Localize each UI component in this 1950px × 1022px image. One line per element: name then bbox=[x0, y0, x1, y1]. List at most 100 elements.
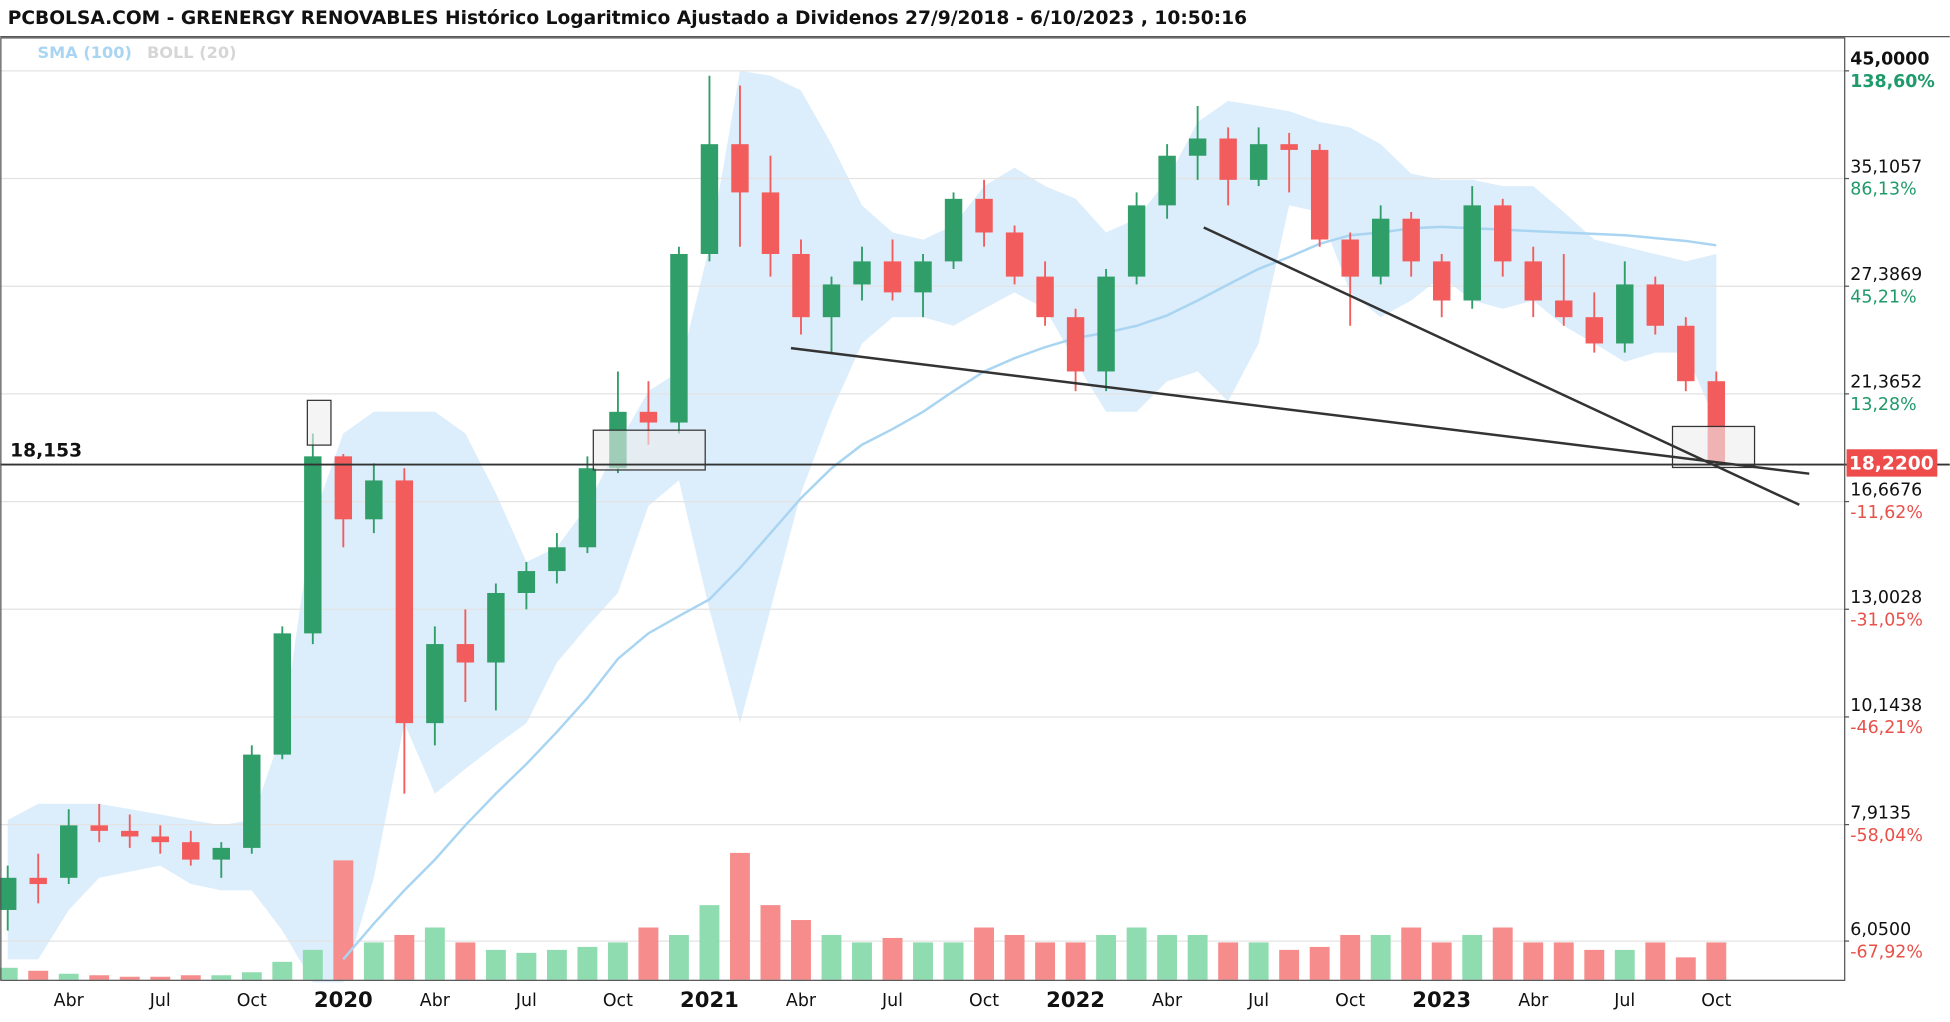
x-tick-label: Oct bbox=[1701, 991, 1731, 1011]
candle-body bbox=[182, 842, 200, 860]
x-tick-label: Oct bbox=[1335, 991, 1365, 1011]
volume-bar bbox=[455, 942, 476, 980]
candle-body bbox=[1494, 205, 1512, 262]
volume-bar bbox=[730, 852, 750, 980]
volume-bar bbox=[1279, 949, 1300, 980]
x-tick-label: Jul bbox=[1247, 991, 1269, 1011]
volume-bar bbox=[485, 949, 506, 980]
candle-body bbox=[60, 825, 78, 878]
y-tick-label: 45,0000 bbox=[1850, 50, 1929, 70]
x-tick-label: Oct bbox=[237, 991, 267, 1011]
candle-body bbox=[1677, 325, 1695, 382]
candle-body bbox=[29, 877, 47, 885]
candle-body bbox=[0, 877, 17, 910]
volume-bar bbox=[0, 967, 18, 980]
volume-bar bbox=[119, 976, 140, 980]
x-tick-label: 2022 bbox=[1046, 987, 1105, 1012]
legend-sma: SMA (100) bbox=[38, 43, 132, 62]
volume-bar bbox=[913, 942, 933, 980]
y-tick-change: 138,60% bbox=[1850, 72, 1935, 92]
x-tick-label: Jul bbox=[149, 991, 171, 1011]
volume-bar bbox=[1096, 934, 1117, 980]
candle-body bbox=[151, 836, 169, 843]
volume-bar bbox=[363, 942, 384, 980]
volume-bar bbox=[1340, 934, 1361, 980]
volume-bar bbox=[211, 975, 232, 980]
volume-bar bbox=[1126, 927, 1147, 980]
volume-bar bbox=[577, 946, 598, 980]
x-tick-label: Abr bbox=[54, 991, 85, 1011]
volume-bar bbox=[546, 949, 567, 980]
y-tick-label: 21,3652 bbox=[1850, 373, 1922, 393]
candle-body bbox=[1524, 261, 1542, 301]
annotation-box bbox=[306, 399, 332, 446]
x-tick-label: Oct bbox=[603, 991, 633, 1011]
y-tick-change: -67,92% bbox=[1850, 942, 1923, 962]
legend-boll: BOLL (20) bbox=[147, 43, 237, 62]
chart-title: PCBOLSA.COM - GRENERGY RENOVABLES Histór… bbox=[8, 8, 1247, 29]
candle-body bbox=[304, 456, 322, 634]
sma-line bbox=[342, 225, 1717, 961]
reference-label: 18,153 bbox=[10, 440, 82, 461]
volume-bar bbox=[1645, 942, 1666, 980]
candle-body bbox=[1066, 317, 1085, 372]
candle-body bbox=[822, 284, 841, 318]
candle-body bbox=[1585, 317, 1603, 344]
candle-body bbox=[1341, 239, 1359, 277]
volume-bar bbox=[1248, 942, 1269, 980]
candle-body bbox=[456, 644, 475, 663]
volume-bar bbox=[821, 934, 842, 980]
volume-bar bbox=[1187, 934, 1208, 980]
volume-bar bbox=[1401, 927, 1422, 980]
candle-body bbox=[914, 261, 932, 293]
x-tick-label: Abr bbox=[1152, 991, 1183, 1011]
candle-body bbox=[731, 144, 749, 193]
volume-bar bbox=[1706, 942, 1727, 980]
candle-body bbox=[1127, 205, 1146, 277]
candle-layer bbox=[0, 75, 1726, 931]
x-tick-label: 2021 bbox=[680, 987, 739, 1012]
volume-bar bbox=[150, 976, 171, 980]
candle-body bbox=[700, 144, 719, 254]
volume-bar bbox=[394, 934, 415, 980]
x-tick-label: Abr bbox=[1518, 991, 1549, 1011]
y-tick-change: -46,21% bbox=[1850, 718, 1923, 738]
volume-bar bbox=[943, 942, 964, 980]
last-price-label: 18,2200 bbox=[1849, 454, 1934, 475]
volume-bar bbox=[1553, 942, 1574, 980]
candle-body bbox=[121, 830, 139, 837]
volume-bar bbox=[516, 952, 537, 980]
volume-bar bbox=[1584, 949, 1605, 980]
candle-body bbox=[1036, 276, 1054, 318]
candle-body bbox=[487, 592, 505, 663]
volume-bar bbox=[333, 860, 354, 980]
candle-body bbox=[944, 198, 963, 262]
x-tick-label: Abr bbox=[786, 991, 817, 1011]
x-tick-label: Jul bbox=[881, 991, 903, 1011]
candle-body bbox=[761, 192, 780, 254]
trend-line bbox=[1203, 226, 1800, 506]
candle-body bbox=[273, 633, 292, 755]
candle-body bbox=[975, 198, 993, 233]
x-tick-label: Jul bbox=[1613, 991, 1635, 1011]
volume-bar bbox=[852, 942, 872, 980]
volume-bar bbox=[302, 949, 323, 980]
candle-body bbox=[90, 825, 108, 831]
x-tick-label: Oct bbox=[969, 991, 999, 1011]
candle-body bbox=[1249, 144, 1268, 180]
candle-body bbox=[395, 480, 414, 724]
candle-body bbox=[365, 480, 383, 520]
y-tick-change: -11,62% bbox=[1850, 503, 1923, 523]
volume-bar bbox=[1035, 942, 1056, 980]
y-tick-change: -31,05% bbox=[1850, 610, 1923, 630]
x-tick-label: Abr bbox=[420, 991, 451, 1011]
volume-bar bbox=[974, 927, 994, 980]
candle-body bbox=[1280, 144, 1298, 150]
y-tick-change: 45,21% bbox=[1850, 287, 1916, 307]
candle-body bbox=[1463, 205, 1481, 301]
x-tick-label: Jul bbox=[515, 991, 537, 1011]
y-tick-change: 13,28% bbox=[1850, 395, 1916, 415]
volume-bar bbox=[58, 973, 79, 980]
